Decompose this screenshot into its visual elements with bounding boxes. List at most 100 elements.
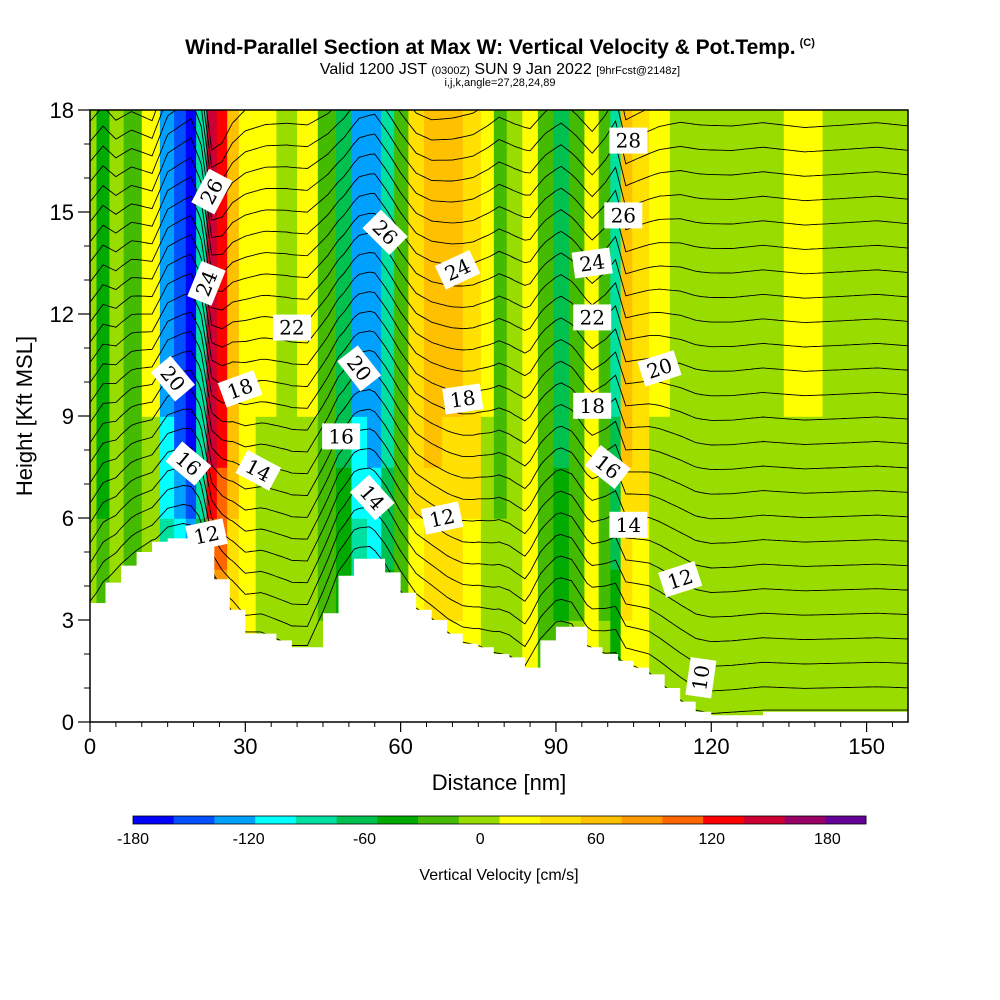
velocity-cell: [96, 518, 111, 570]
isentrope-line: [90, 195, 908, 299]
velocity-cell: [423, 416, 443, 468]
velocity-cell: [783, 161, 824, 213]
valid-date: SUN 9 Jan 2022: [474, 61, 592, 78]
velocity-cell: [858, 263, 894, 315]
velocity-cell: [522, 161, 539, 213]
valid-time: Valid 1200 JST: [319, 61, 427, 78]
velocity-cell: [493, 314, 508, 366]
velocity-cell: [506, 263, 524, 315]
y-axis-label: Height [Kft MSL]: [12, 336, 37, 496]
velocity-cell: [553, 161, 570, 213]
velocity-cell: [892, 671, 908, 722]
velocity-cell: [276, 569, 298, 621]
velocity-cell: [892, 110, 908, 162]
contour-label: 16: [322, 423, 361, 450]
velocity-cell: [610, 518, 622, 570]
velocity-cell: [783, 365, 824, 417]
colorbar-swatch: [662, 816, 704, 824]
velocity-cell: [522, 416, 539, 468]
velocity-cell: [366, 263, 383, 315]
velocity-cell: [747, 314, 785, 366]
velocity-cell: [553, 416, 570, 468]
velocity-cell: [196, 467, 208, 519]
velocity-cell: [620, 263, 634, 315]
velocity-cell: [858, 212, 894, 264]
velocity-cell: [276, 365, 298, 417]
velocity-cell: [185, 212, 197, 264]
velocity-cell: [408, 212, 425, 264]
velocity-cell: [255, 161, 278, 213]
velocity-cell: [123, 467, 143, 519]
contour-label-text: 18: [579, 394, 604, 418]
contour-label-box: [658, 560, 703, 598]
isentrope-line: [90, 350, 908, 495]
contour-label-text: 10: [687, 664, 714, 693]
velocity-cell: [537, 263, 555, 315]
velocity-cell: [381, 416, 395, 468]
isentrope-line: [90, 446, 908, 618]
velocity-cell: [620, 569, 634, 621]
velocity-cell: [584, 161, 600, 213]
velocity-cell: [141, 263, 161, 315]
velocity-cell: [747, 518, 785, 570]
isentrope-line: [90, 110, 908, 186]
contour-label: 22: [272, 314, 311, 341]
velocity-cell: [297, 110, 319, 162]
velocity-cell: [462, 161, 482, 213]
velocity-cell: [568, 518, 586, 570]
velocity-cell: [297, 212, 319, 264]
colorbar-swatch: [580, 816, 623, 824]
velocity-cell: [783, 212, 824, 264]
x-tick-label: 90: [544, 734, 568, 759]
velocity-cell: [783, 416, 824, 468]
velocity-cell: [493, 365, 508, 417]
colorbar-tick-label: -180: [117, 831, 149, 848]
velocity-cell: [227, 518, 240, 570]
velocity-cell: [537, 569, 555, 621]
velocity-cell: [442, 416, 464, 468]
velocity-cell: [649, 620, 671, 672]
contour-label: 18: [573, 392, 612, 419]
velocity-cell: [423, 110, 443, 162]
contour-label: 22: [573, 304, 612, 331]
velocity-cell: [255, 110, 278, 162]
velocity-cell: [227, 569, 240, 621]
velocity-cell: [584, 569, 600, 621]
velocity-cell: [716, 212, 749, 264]
terrain: [90, 538, 908, 722]
velocity-cell: [669, 263, 692, 315]
velocity-cell: [493, 212, 508, 264]
contour-label-box: [322, 423, 361, 450]
velocity-cell: [506, 416, 524, 468]
contour-label-box: [637, 350, 682, 387]
contour-label-text: 22: [579, 305, 604, 329]
contour-label: 20: [637, 350, 682, 387]
velocity-cell: [669, 518, 692, 570]
velocity-cell: [366, 416, 383, 468]
velocity-cell: [141, 416, 161, 468]
isentrope-line: [90, 273, 908, 397]
colorbar-swatch: [173, 816, 215, 824]
colorbar-swatch: [703, 816, 745, 824]
x-tick-label: 30: [233, 734, 257, 759]
velocity-cell: [649, 161, 671, 213]
velocity-cell: [892, 263, 908, 315]
contour-label-box: [362, 209, 408, 256]
y-tick-label: 9: [62, 404, 74, 429]
velocity-cell: [255, 314, 278, 366]
velocity-cell: [109, 365, 125, 417]
velocity-cell: [297, 518, 319, 570]
velocity-cell: [394, 161, 410, 213]
contour-label-box: [217, 370, 263, 408]
velocity-cell: [506, 212, 524, 264]
velocity-cell: [276, 212, 298, 264]
velocity-cell: [381, 161, 395, 213]
x-tick-label: 60: [388, 734, 412, 759]
velocity-cell: [690, 110, 718, 162]
velocity-cell: [537, 518, 555, 570]
velocity-cell: [493, 263, 508, 315]
velocity-cell: [206, 212, 218, 264]
velocity-cell: [598, 161, 612, 213]
y-tick-label: 12: [50, 302, 74, 327]
